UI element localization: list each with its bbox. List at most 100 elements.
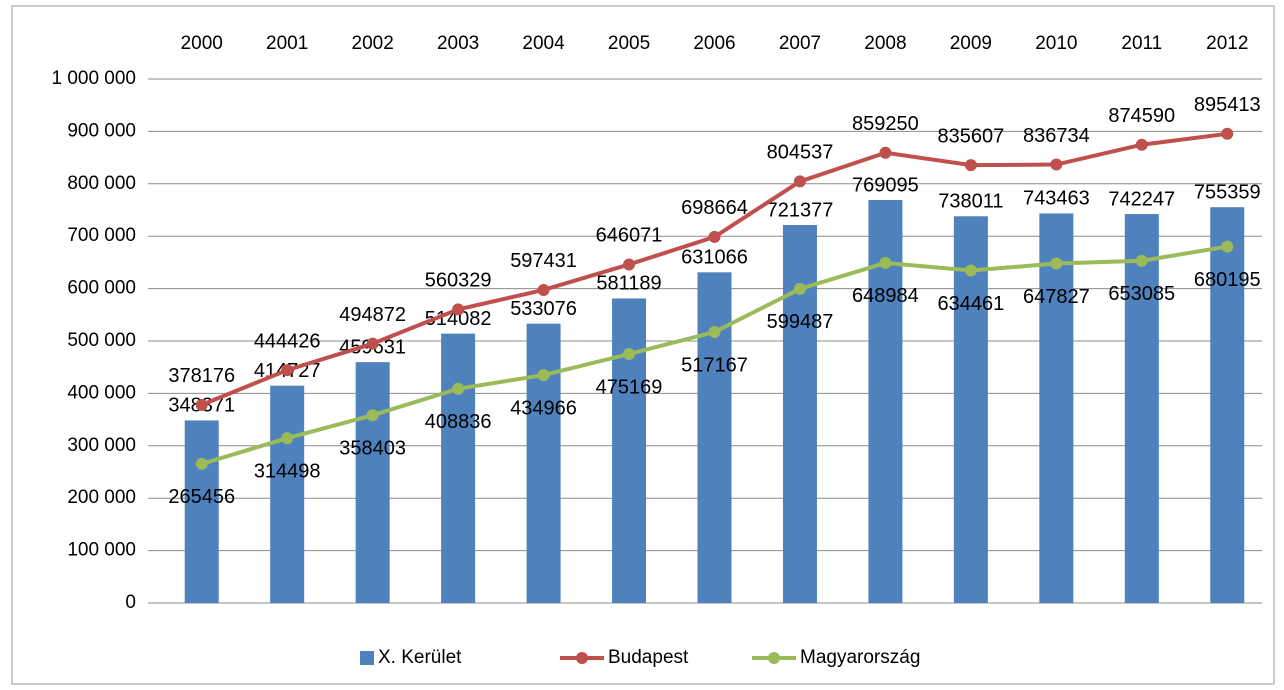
x-tick-label: 2004 <box>522 33 565 54</box>
data-label: 836734 <box>1023 125 1090 147</box>
y-tick-label: 200 000 <box>67 487 136 508</box>
marker <box>1050 257 1063 270</box>
marker <box>623 258 636 271</box>
marker <box>964 264 977 277</box>
y-tick-label: 500 000 <box>67 330 136 351</box>
marker <box>1135 254 1148 267</box>
data-label: 721377 <box>767 199 834 221</box>
data-label: 475169 <box>596 376 663 398</box>
marker <box>623 348 636 361</box>
data-label: 533076 <box>510 298 577 320</box>
data-label: 755359 <box>1194 181 1261 203</box>
data-label: 647827 <box>1023 286 1090 308</box>
y-tick-label: 1 000 000 <box>51 68 136 89</box>
data-label: 434966 <box>510 397 577 419</box>
marker <box>452 303 465 316</box>
x-tick-label: 2010 <box>1035 33 1077 54</box>
data-label: 408836 <box>425 411 492 433</box>
bar <box>1210 207 1245 603</box>
data-label: 560329 <box>425 270 492 292</box>
marker <box>195 457 208 470</box>
legend-swatch <box>360 651 374 665</box>
marker <box>281 432 294 445</box>
y-tick-label: 800 000 <box>67 173 136 194</box>
marker <box>879 256 892 269</box>
marker <box>708 230 721 243</box>
bar <box>697 272 732 603</box>
marker <box>452 382 465 395</box>
data-label: 494872 <box>339 304 406 326</box>
data-label: 648984 <box>852 285 919 307</box>
y-tick-label: 400 000 <box>67 382 136 403</box>
y-tick-label: 0 <box>125 592 136 613</box>
x-tick-label: 2002 <box>352 33 394 54</box>
x-tick-label: 2007 <box>779 33 821 54</box>
marker <box>537 369 550 382</box>
data-label: 597431 <box>510 250 577 272</box>
marker <box>793 175 806 188</box>
y-tick-label: 900 000 <box>67 120 136 141</box>
data-label: 738011 <box>938 191 1003 213</box>
data-label: 599487 <box>767 311 834 333</box>
bar <box>782 224 817 603</box>
data-label: 653085 <box>1108 283 1175 305</box>
marker <box>708 326 721 339</box>
bar <box>526 323 561 603</box>
x-tick-label: 2005 <box>608 33 650 54</box>
data-label: 581189 <box>596 273 661 295</box>
x-tick-label: 2009 <box>950 33 992 54</box>
data-label: 743463 <box>1023 188 1090 210</box>
legend-marker <box>768 652 780 664</box>
marker <box>281 364 294 377</box>
x-tick-label: 2006 <box>693 33 735 54</box>
data-label: 631066 <box>681 247 748 269</box>
marker <box>964 159 977 172</box>
y-tick-label: 700 000 <box>67 225 136 246</box>
legend-label: Budapest <box>608 647 689 668</box>
x-tick-label: 2000 <box>181 33 223 54</box>
x-tick-label: 2003 <box>437 33 479 54</box>
bar <box>270 385 305 603</box>
marker <box>366 337 379 350</box>
marker <box>1050 158 1063 171</box>
data-label: 804537 <box>767 142 834 164</box>
data-label: 895413 <box>1194 94 1261 116</box>
data-label: 835607 <box>938 125 1005 147</box>
marker <box>793 282 806 295</box>
legend-label: Magyarország <box>800 647 920 668</box>
marker <box>1221 240 1234 253</box>
bar <box>355 362 390 603</box>
data-label: 517167 <box>681 354 748 376</box>
marker <box>537 283 550 296</box>
data-label: 634461 <box>938 293 1005 315</box>
x-tick-label: 2012 <box>1206 33 1248 54</box>
data-label: 859250 <box>852 113 919 135</box>
data-label: 265456 <box>168 486 235 508</box>
data-label: 646071 <box>596 225 663 247</box>
marker <box>366 409 379 422</box>
data-label: 769095 <box>852 174 919 196</box>
data-label: 874590 <box>1108 105 1175 127</box>
y-tick-label: 300 000 <box>67 435 136 456</box>
bar <box>441 333 476 603</box>
y-tick-label: 100 000 <box>67 540 136 561</box>
data-label: 378176 <box>168 365 235 387</box>
bar <box>1039 213 1074 603</box>
bar <box>184 420 219 603</box>
data-label: 358403 <box>339 437 406 459</box>
bar <box>953 216 988 604</box>
data-label: 314498 <box>254 460 321 482</box>
data-label: 742247 <box>1108 188 1175 210</box>
legend-label: X. Kerület <box>378 647 462 668</box>
data-label: 680195 <box>1194 269 1261 291</box>
y-tick-label: 600 000 <box>67 278 136 299</box>
bar <box>612 298 647 603</box>
marker <box>1135 138 1148 151</box>
data-label: 698664 <box>681 197 748 219</box>
data-label: 444426 <box>254 330 321 352</box>
marker <box>195 398 208 411</box>
x-tick-label: 2011 <box>1121 33 1162 54</box>
legend-marker <box>576 652 588 664</box>
x-tick-label: 2001 <box>266 33 308 54</box>
